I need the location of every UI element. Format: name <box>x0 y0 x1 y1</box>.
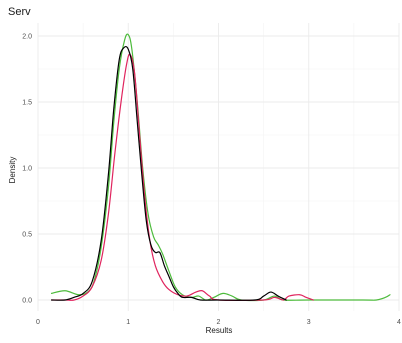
x-axis-ticks: 0 1 2 3 4 <box>36 319 401 326</box>
chart-title: Serv <box>8 6 31 18</box>
y-tick-label: 1.0 <box>22 166 32 173</box>
y-tick-label: 0.0 <box>22 298 32 305</box>
x-tick-label: 4 <box>397 319 401 326</box>
y-tick-label: 2.0 <box>22 34 32 41</box>
x-tick-label: 1 <box>126 319 130 326</box>
y-tick-label: 0.5 <box>22 232 32 239</box>
x-tick-label: 3 <box>307 319 311 326</box>
series-line-black <box>50 45 287 301</box>
y-tick-label: 1.5 <box>22 100 32 107</box>
y-axis-ticks: 0.0 0.5 1.0 1.5 2.0 <box>22 34 32 305</box>
x-tick-label: 0 <box>36 319 40 326</box>
series-layer <box>50 33 391 302</box>
series-line-green <box>50 33 391 302</box>
grid <box>37 23 400 311</box>
x-tick-label: 2 <box>217 319 221 326</box>
x-axis-title: Results <box>206 326 233 335</box>
series-line-red <box>50 53 314 302</box>
y-axis-title: Density <box>8 157 17 184</box>
